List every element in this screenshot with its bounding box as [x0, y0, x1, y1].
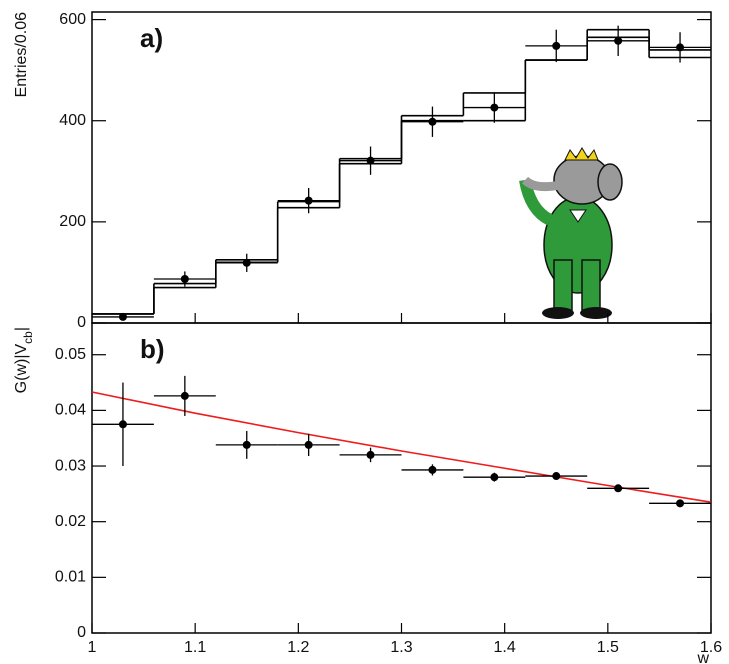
fit-curve [91, 391, 712, 503]
x-tick-label: 1.1 [184, 639, 206, 656]
mascot-illustration [519, 147, 623, 319]
x-tick-label: 1.6 [700, 639, 722, 656]
data-point [304, 440, 313, 449]
data-point [552, 41, 561, 50]
data-point [676, 43, 685, 52]
data-point [552, 472, 561, 481]
data-point [428, 117, 437, 126]
y-axis-label: Entries/0.06 [13, 12, 30, 97]
data-point [118, 420, 127, 429]
y-axis-label-part: | [13, 327, 30, 331]
data-point [242, 258, 251, 267]
data-point [118, 312, 127, 321]
x-tick-label: 1.3 [390, 639, 412, 656]
data-point [428, 465, 437, 474]
y-tick-label: 0.04 [55, 402, 86, 419]
y-axis-label: G(w)|Vcb| [13, 327, 35, 393]
data-point [614, 36, 623, 45]
y-tick-label: 400 [59, 112, 86, 129]
y-tick-label: 0 [77, 624, 86, 641]
plot-frame [91, 322, 712, 634]
data-point [366, 156, 375, 165]
data-point [180, 275, 189, 284]
y-tick-label: 600 [59, 11, 86, 28]
data-point [614, 484, 623, 493]
x-axis-label: w [696, 650, 709, 664]
data-point [304, 196, 313, 205]
y-tick-label: 0.05 [55, 346, 86, 363]
y-tick-label: 0.03 [55, 457, 86, 474]
data-point [242, 440, 251, 449]
x-tick-label: 1 [88, 639, 97, 656]
y-axis-label-part: cb [21, 331, 35, 344]
data-point [180, 391, 189, 400]
x-tick-label: 1.4 [494, 639, 516, 656]
data-point [676, 499, 685, 508]
panel-label: b) [140, 334, 165, 364]
y-axis-label-part: G(w)|V [13, 344, 30, 394]
data-point [490, 473, 499, 482]
panel-label: a) [140, 23, 163, 53]
y-tick-label: 0.01 [55, 569, 86, 586]
data-point [490, 103, 499, 112]
x-tick-label: 1.5 [597, 639, 619, 656]
y-tick-label: 0 [77, 314, 86, 331]
y-tick-label: 200 [59, 213, 86, 230]
data-point [366, 450, 375, 459]
x-tick-label: 1.2 [287, 639, 309, 656]
y-tick-label: 0.02 [55, 513, 86, 530]
